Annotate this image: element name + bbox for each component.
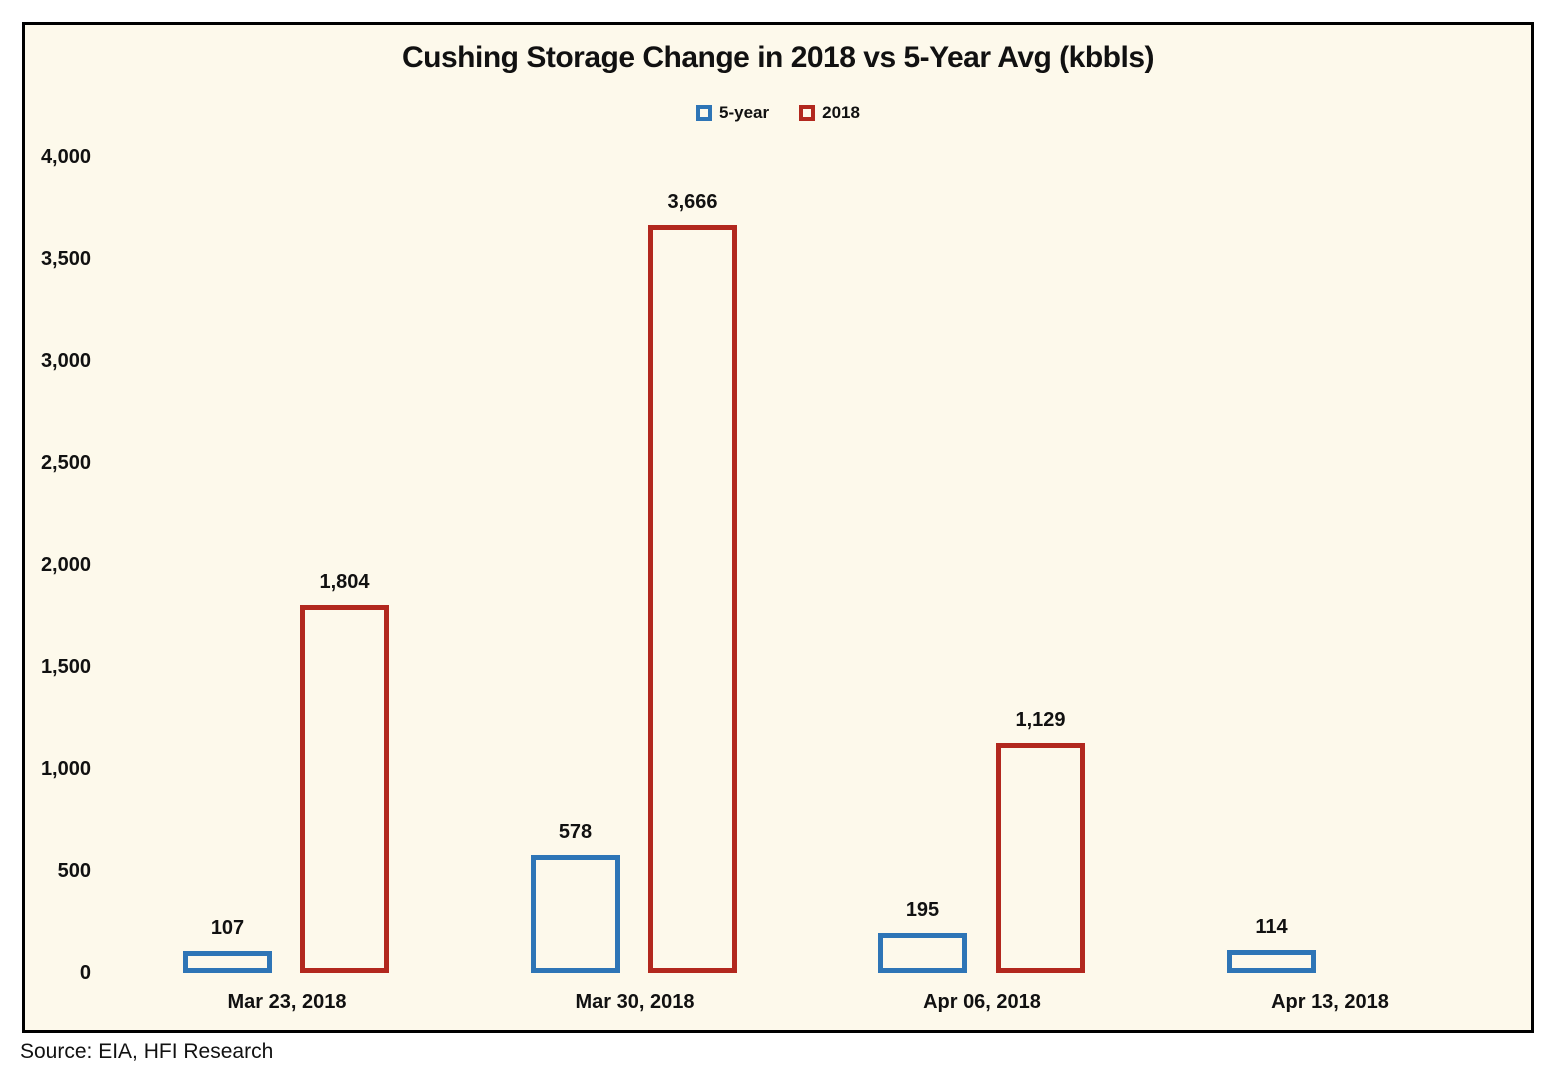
chart-frame: Cushing Storage Change in 2018 vs 5-Year…: [22, 22, 1534, 1033]
legend-label-5-year: 5-year: [719, 103, 770, 122]
chart-title: Cushing Storage Change in 2018 vs 5-Year…: [402, 41, 1155, 74]
y-axis-tick-label: 3,500: [40, 248, 91, 270]
bar-value-label: 3,666: [667, 191, 718, 213]
legend-item-5-year: 5-year: [696, 103, 769, 123]
y-axis-tick-label: 3,000: [40, 350, 91, 372]
x-axis-category-label: Mar 23, 2018: [227, 991, 347, 1013]
source-note: Source: EIA, HFI Research: [20, 1040, 274, 1063]
y-axis-tick-label: 0: [79, 962, 91, 984]
bar-5-year-3: [1227, 950, 1316, 973]
legend-square-icon-2018: [799, 105, 816, 121]
bar-value-label: 195: [905, 899, 940, 921]
y-axis-tick-label: 2,500: [40, 452, 91, 474]
y-axis-tick-label: 2,000: [40, 554, 91, 576]
bar-5-year-1: [531, 855, 620, 973]
y-axis-tick-label: 4,000: [40, 146, 91, 168]
bar-value-label: 114: [1255, 916, 1288, 938]
y-axis-tick-label: 1,500: [40, 656, 91, 678]
bar-value-label: 107: [210, 917, 245, 939]
legend-item-2018: 2018: [799, 103, 860, 123]
bar-5-year-0: [183, 951, 272, 973]
legend-label-2018: 2018: [822, 103, 860, 122]
bar-value-label: 1,129: [1015, 709, 1066, 731]
x-axis-category-label: Apr 13, 2018: [1271, 991, 1389, 1013]
x-axis-category-label: Apr 06, 2018: [923, 991, 1041, 1013]
bar-value-label: 1,804: [319, 571, 370, 593]
bar-2018-0: [300, 605, 389, 973]
bar-2018-2: [996, 743, 1085, 973]
bar-2018-1: [648, 225, 737, 973]
y-axis-tick-label: 1,000: [40, 758, 91, 780]
legend-square-icon-5-year: [696, 105, 713, 121]
legend: 5-year 2018: [25, 103, 1531, 123]
y-axis-tick-label: 500: [57, 860, 91, 882]
bar-5-year-2: [878, 933, 967, 973]
plot-area: Cushing Storage Change in 2018 vs 5-Year…: [25, 25, 1531, 1030]
x-axis-category-label: Mar 30, 2018: [575, 991, 695, 1013]
bar-value-label: 578: [558, 821, 593, 843]
